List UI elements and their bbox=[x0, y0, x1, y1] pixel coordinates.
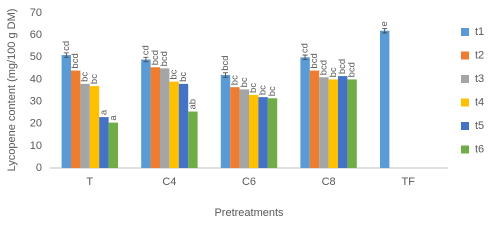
bar-annotation: bcd bbox=[309, 53, 320, 68]
bar-annotation: bcd bbox=[150, 50, 161, 65]
bar-annotation: bcd bbox=[347, 62, 358, 77]
bar-annotation: cd bbox=[61, 41, 72, 51]
legend-label: t4 bbox=[475, 96, 484, 108]
legend-swatch bbox=[461, 122, 469, 130]
bar-annotation: cd bbox=[300, 43, 311, 53]
legend-swatch bbox=[461, 75, 469, 83]
y-tick-label: 40 bbox=[30, 73, 42, 85]
y-tick-label: 50 bbox=[30, 51, 42, 63]
legend-swatch bbox=[461, 145, 469, 154]
legend-swatch bbox=[461, 98, 469, 107]
legend-label: t3 bbox=[475, 73, 484, 85]
legend-swatch bbox=[461, 51, 469, 60]
bar-annotation: bcd bbox=[220, 55, 231, 70]
bar-annotation: ab bbox=[187, 99, 198, 110]
bar bbox=[300, 57, 310, 168]
bar-annotation: bc bbox=[328, 67, 339, 77]
y-tick-label: 0 bbox=[36, 162, 42, 174]
bar-annotation: bc bbox=[80, 72, 91, 82]
bar-annotation: e bbox=[379, 21, 390, 26]
legend-label: t5 bbox=[475, 120, 484, 132]
x-tick-label: C4 bbox=[162, 176, 176, 188]
bar-annotation: bc bbox=[267, 86, 278, 96]
bar bbox=[99, 117, 109, 168]
x-tick-label: C6 bbox=[242, 176, 256, 188]
chart: Lycopene content (mg/100 g DM) Pretreatm… bbox=[6, 7, 484, 219]
x-tick-label: T bbox=[86, 176, 93, 188]
legend-label: t6 bbox=[475, 143, 484, 155]
bar bbox=[61, 55, 71, 169]
bar bbox=[239, 89, 249, 168]
bar bbox=[230, 87, 240, 168]
y-tick-label: 20 bbox=[30, 118, 42, 130]
error-bar bbox=[382, 28, 388, 34]
bar bbox=[249, 94, 259, 168]
legend-label: t1 bbox=[475, 26, 484, 38]
bar-annotation: cd bbox=[140, 45, 151, 55]
bar-annotation: bc bbox=[248, 83, 259, 93]
bar-annotation: bc bbox=[89, 74, 100, 84]
bar bbox=[80, 83, 90, 168]
bar bbox=[71, 70, 81, 168]
bar bbox=[89, 86, 100, 168]
bar-annotation: bcd bbox=[337, 59, 348, 74]
error-bar bbox=[302, 54, 308, 60]
bar-annotation: bc bbox=[169, 69, 180, 79]
bar bbox=[160, 68, 170, 168]
y-tick-label: 70 bbox=[30, 7, 42, 19]
bar-annotation: bc bbox=[178, 72, 189, 82]
bar bbox=[178, 83, 189, 168]
y-tick-label: 60 bbox=[30, 29, 42, 41]
bar bbox=[108, 122, 118, 168]
bar-annotation: a bbox=[108, 115, 119, 121]
legend-swatch bbox=[461, 28, 469, 36]
bar bbox=[141, 59, 151, 168]
x-tick-label: C8 bbox=[322, 176, 336, 188]
y-tick-label: 30 bbox=[30, 95, 42, 107]
y-tick-label: 10 bbox=[30, 140, 42, 152]
error-bar bbox=[223, 72, 228, 78]
bar-annotation: a bbox=[98, 109, 109, 115]
error-bar bbox=[63, 52, 69, 58]
bar bbox=[347, 79, 357, 168]
y-axis-title: Lycopene content (mg/100 g DM) bbox=[6, 9, 18, 172]
bar bbox=[328, 79, 338, 168]
bar bbox=[188, 111, 198, 168]
legend-label: t2 bbox=[475, 49, 484, 61]
bar bbox=[150, 67, 160, 168]
error-bar bbox=[143, 56, 149, 63]
x-tick-label: TF bbox=[401, 176, 415, 188]
x-axis-title: Pretreatments bbox=[214, 207, 284, 219]
bar bbox=[267, 98, 278, 168]
bar-annotation: bcd bbox=[70, 53, 81, 68]
bar bbox=[338, 76, 348, 168]
bar bbox=[220, 75, 231, 168]
bar bbox=[309, 70, 320, 168]
bar-annotation: bc bbox=[229, 75, 240, 85]
bar-annotation: bc bbox=[239, 77, 250, 87]
bar bbox=[319, 77, 329, 168]
bar bbox=[258, 97, 268, 168]
bar-annotation: bcd bbox=[318, 60, 329, 75]
bar-annotation: bc bbox=[258, 85, 269, 95]
bar-annotation: bcd bbox=[159, 51, 170, 66]
bar bbox=[169, 81, 179, 168]
bar bbox=[380, 30, 390, 169]
